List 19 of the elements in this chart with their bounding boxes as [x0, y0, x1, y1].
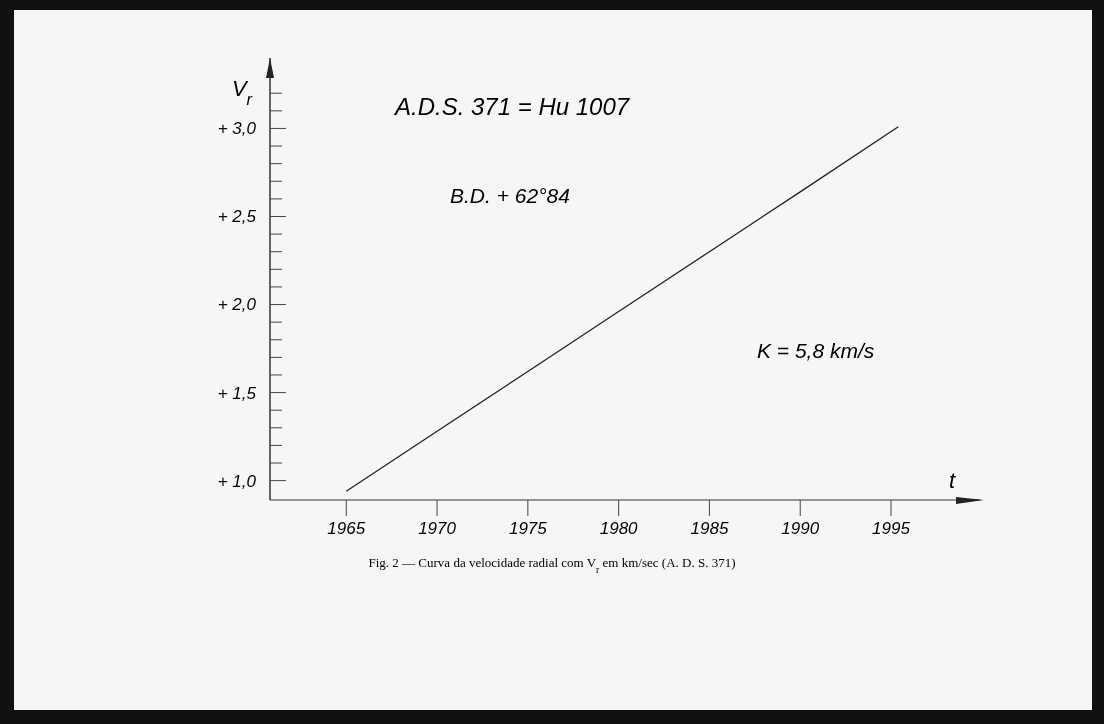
x-tick-label: 1985 — [690, 519, 729, 538]
caption: Fig. 2 — Curva da velocidade radial com V$_{r}$ em km/sec (A. D. S. 371) — [368, 555, 736, 575]
annotation: K = 5,8 km/s — [757, 339, 875, 362]
x-tick-label: 1995 — [872, 519, 911, 538]
x-tick-label: 1980 — [599, 519, 639, 538]
x-tick-label: 1975 — [508, 519, 548, 538]
x-tick-label: 1990 — [781, 519, 820, 538]
annotation: A.D.S. 371 = Hu 1007 — [393, 93, 631, 120]
y-tick-label: + 3,0 — [217, 119, 257, 139]
y-tick-label: + 1,5 — [217, 383, 257, 403]
line-series — [345, 126, 899, 492]
x-axis-title: t — [948, 468, 956, 493]
y-tick-label: + 2,0 — [217, 295, 257, 315]
y-tick-label: + 1,0 — [217, 471, 257, 491]
x-tick-label: 1965 — [327, 519, 366, 538]
y-axis-title: V$_{r}$ — [231, 76, 254, 108]
y-tick-label: + 2,5 — [217, 207, 257, 227]
x-tick-label: 1970 — [418, 519, 457, 538]
annotation: B.D. + 62°84 — [450, 184, 570, 207]
